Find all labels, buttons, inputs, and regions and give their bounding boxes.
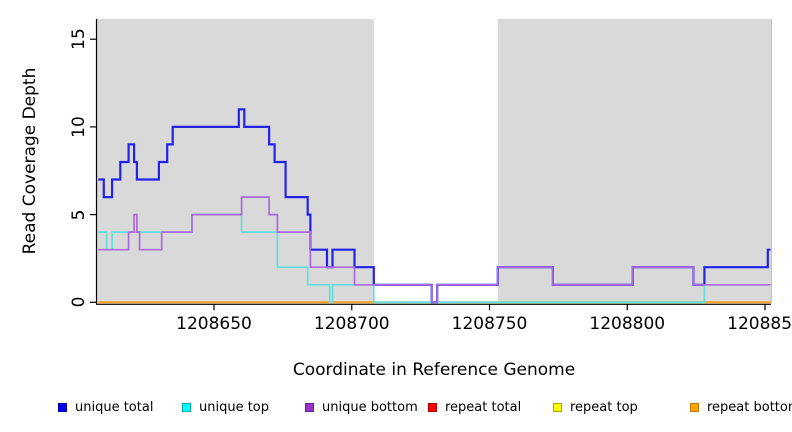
- legend-label: repeat top: [570, 399, 638, 415]
- x-axis-title: Coordinate in Reference Genome: [292, 360, 576, 380]
- legend-item-repeat-top: repeat top: [553, 399, 638, 415]
- unique-bottom-line: [98, 196, 771, 304]
- y-axis-title: Read Coverage Depth: [20, 67, 40, 255]
- legend-label: unique total: [75, 399, 154, 415]
- y-tick-label: 10: [69, 116, 89, 138]
- unique-top-line: [98, 213, 771, 304]
- legend-swatch-icon: [58, 402, 67, 412]
- legend-swatch-icon: [690, 402, 699, 412]
- legend-label: unique bottom: [322, 399, 418, 415]
- legend-label: repeat bottom: [707, 399, 792, 415]
- x-tick-label: 1208800: [589, 314, 666, 334]
- y-tick-label: 5: [69, 209, 89, 221]
- legend-swatch-icon: [553, 402, 562, 412]
- legend-item-unique-bottom: unique bottom: [305, 399, 418, 415]
- legend-swatch-icon: [182, 402, 191, 412]
- legend-item-unique-top: unique top: [182, 399, 269, 415]
- x-tick-label: 1208650: [176, 314, 252, 334]
- legend-swatch-icon: [428, 402, 437, 412]
- y-tick-label: 0: [69, 296, 89, 308]
- legend-label: repeat total: [445, 399, 522, 415]
- x-tick-label: 1208750: [451, 314, 528, 334]
- legend-item-repeat-bottom: repeat bottom: [690, 399, 792, 415]
- highlight-band: [373, 19, 498, 304]
- legend-label: unique top: [199, 399, 270, 415]
- y-tick-label: 15: [69, 28, 89, 51]
- x-tick-label: 1208700: [313, 314, 390, 334]
- legend-swatch-icon: [305, 402, 314, 412]
- legend-item-unique-total: unique total: [58, 399, 153, 415]
- legend-item-repeat-total: repeat total: [428, 399, 521, 415]
